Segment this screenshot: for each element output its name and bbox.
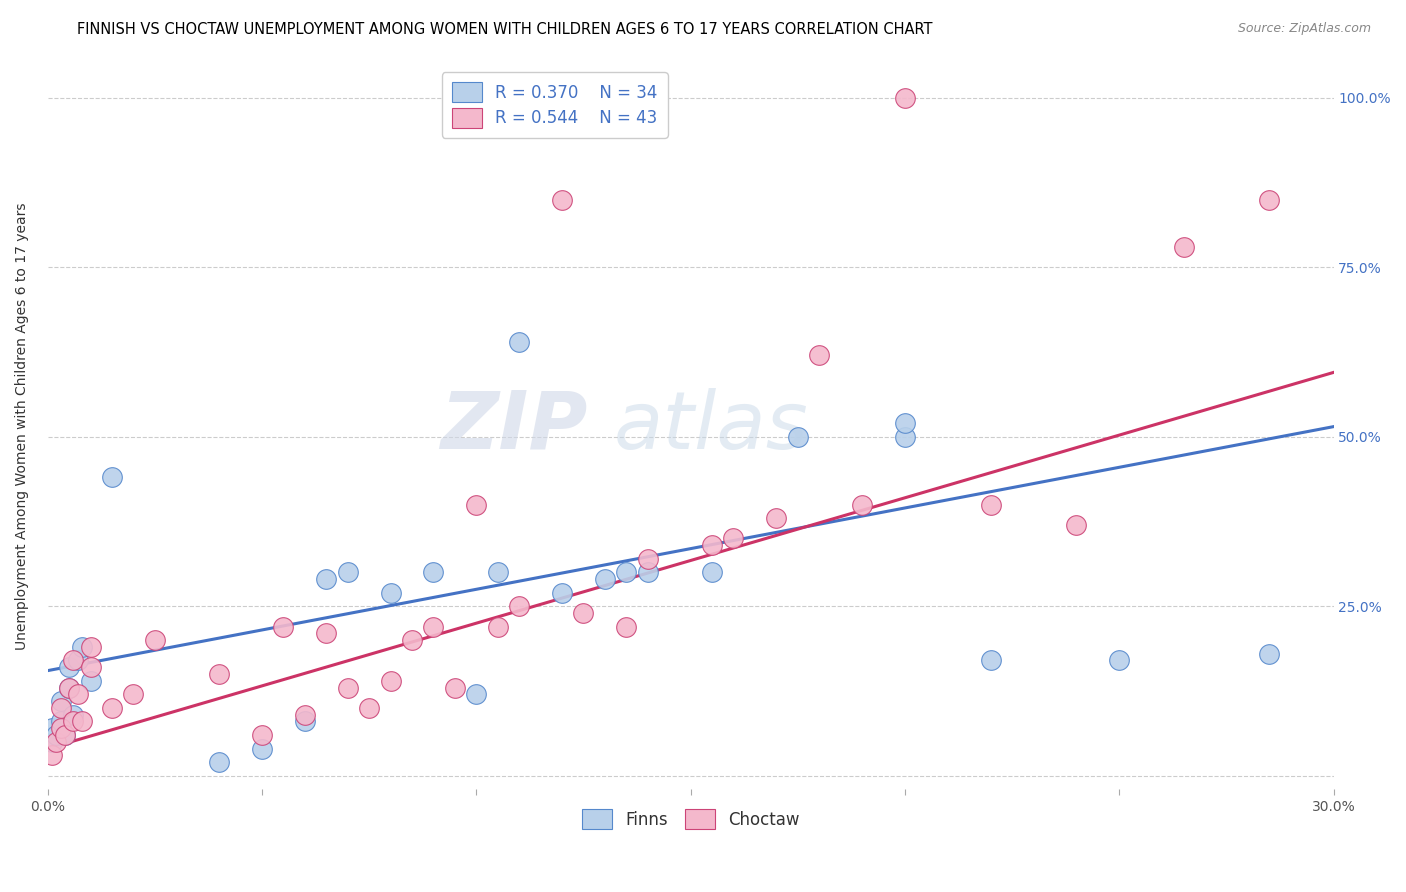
Point xyxy=(894,430,917,444)
Point xyxy=(465,687,488,701)
Point xyxy=(508,334,530,349)
Point xyxy=(444,681,467,695)
Point xyxy=(250,741,273,756)
Point xyxy=(70,714,93,729)
Point xyxy=(53,728,76,742)
Point xyxy=(894,416,917,430)
Point xyxy=(101,470,124,484)
Point xyxy=(422,619,444,633)
Point xyxy=(980,498,1002,512)
Point xyxy=(786,430,808,444)
Point xyxy=(401,633,423,648)
Point xyxy=(79,640,101,654)
Point xyxy=(49,694,72,708)
Point xyxy=(700,566,723,580)
Point xyxy=(294,714,316,729)
Point xyxy=(101,701,124,715)
Point xyxy=(551,585,574,599)
Point xyxy=(1108,653,1130,667)
Point xyxy=(765,511,787,525)
Point xyxy=(208,667,231,681)
Point xyxy=(143,633,166,648)
Point xyxy=(122,687,145,701)
Point xyxy=(41,721,63,735)
Point xyxy=(723,532,745,546)
Point xyxy=(66,653,89,667)
Point xyxy=(637,566,659,580)
Point xyxy=(1258,647,1281,661)
Point xyxy=(294,707,316,722)
Point xyxy=(62,714,84,729)
Point xyxy=(45,728,67,742)
Point xyxy=(336,681,359,695)
Point xyxy=(359,701,381,715)
Point xyxy=(315,626,337,640)
Point xyxy=(572,606,595,620)
Point xyxy=(79,660,101,674)
Point xyxy=(273,619,295,633)
Point xyxy=(894,91,917,105)
Point xyxy=(614,619,637,633)
Text: FINNISH VS CHOCTAW UNEMPLOYMENT AMONG WOMEN WITH CHILDREN AGES 6 TO 17 YEARS COR: FINNISH VS CHOCTAW UNEMPLOYMENT AMONG WO… xyxy=(77,22,932,37)
Point xyxy=(1258,193,1281,207)
Point xyxy=(41,748,63,763)
Point xyxy=(614,566,637,580)
Point xyxy=(49,714,72,729)
Point xyxy=(45,735,67,749)
Point xyxy=(551,193,574,207)
Point xyxy=(49,721,72,735)
Point xyxy=(851,498,873,512)
Point xyxy=(79,673,101,688)
Point xyxy=(700,538,723,552)
Point xyxy=(486,566,509,580)
Point xyxy=(508,599,530,614)
Point xyxy=(380,673,402,688)
Point xyxy=(637,551,659,566)
Point xyxy=(53,728,76,742)
Point xyxy=(422,566,444,580)
Point xyxy=(593,572,616,586)
Point xyxy=(315,572,337,586)
Point xyxy=(66,687,89,701)
Legend: Finns, Choctaw: Finns, Choctaw xyxy=(575,803,806,835)
Text: Source: ZipAtlas.com: Source: ZipAtlas.com xyxy=(1237,22,1371,36)
Point xyxy=(208,755,231,769)
Point xyxy=(41,735,63,749)
Point xyxy=(70,640,93,654)
Point xyxy=(62,653,84,667)
Y-axis label: Unemployment Among Women with Children Ages 6 to 17 years: Unemployment Among Women with Children A… xyxy=(15,202,30,650)
Point xyxy=(486,619,509,633)
Point xyxy=(336,566,359,580)
Text: ZIP: ZIP xyxy=(440,388,588,466)
Point xyxy=(49,701,72,715)
Point xyxy=(1173,240,1195,254)
Text: atlas: atlas xyxy=(613,388,808,466)
Point xyxy=(808,349,831,363)
Point xyxy=(58,681,80,695)
Point xyxy=(380,585,402,599)
Point xyxy=(58,660,80,674)
Point xyxy=(58,681,80,695)
Point xyxy=(62,707,84,722)
Point xyxy=(1066,517,1088,532)
Point xyxy=(465,498,488,512)
Point xyxy=(980,653,1002,667)
Point xyxy=(250,728,273,742)
